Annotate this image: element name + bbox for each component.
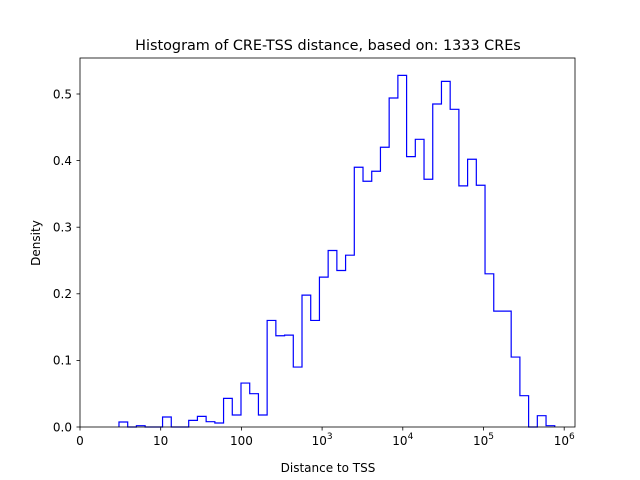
histogram-bin	[224, 398, 233, 427]
x-tick-exponent: 4	[408, 432, 414, 442]
histogram-bin	[363, 181, 372, 427]
histogram-bin	[433, 104, 442, 427]
histogram-bin	[311, 320, 320, 427]
histogram-bin	[389, 98, 398, 427]
histogram-bin	[494, 311, 503, 427]
histogram-bin	[450, 109, 459, 427]
histogram-bin	[258, 415, 267, 427]
x-tick-label: 10	[153, 434, 168, 448]
x-tick-label: 106	[554, 432, 575, 448]
histogram-bin	[276, 336, 285, 427]
histogram-bin	[232, 415, 241, 427]
histogram-bin	[485, 274, 494, 427]
y-tick-label: 0.4	[53, 154, 72, 168]
y-tick-label: 0.0	[53, 420, 72, 434]
histogram-bin	[398, 75, 407, 427]
histogram-bin	[337, 270, 346, 427]
x-tick-label: 105	[473, 432, 494, 448]
histogram-bin	[241, 383, 250, 427]
x-tick-base: 10	[153, 434, 168, 448]
histogram-bin	[285, 335, 294, 427]
x-tick-exponent: 3	[327, 432, 333, 442]
axes-frame	[79, 57, 576, 428]
histogram-bin	[293, 367, 302, 427]
x-axis-label: Distance to TSS	[281, 461, 376, 475]
histogram-bin	[189, 420, 198, 427]
x-tick-exponent: 5	[488, 432, 494, 442]
histogram-step-line	[118, 74, 556, 428]
histogram-bin	[354, 167, 363, 427]
x-tick-label: 100	[230, 434, 253, 448]
y-axis-label: Density	[29, 220, 43, 266]
histogram-bin	[459, 186, 468, 427]
histogram-bin	[328, 251, 337, 427]
x-tick-base: 10	[554, 434, 569, 448]
y-tick-label: 0.2	[53, 287, 72, 301]
histogram-bin	[380, 147, 389, 427]
histogram-bin	[502, 311, 511, 427]
histogram-bin	[441, 81, 450, 427]
histogram-bin	[407, 157, 416, 427]
histogram-bin	[537, 416, 546, 427]
histogram-bin	[415, 139, 424, 427]
x-tick-base: 10	[312, 434, 327, 448]
histogram-bin	[319, 277, 328, 427]
y-tick-label: 0.3	[53, 221, 72, 235]
histogram-bin	[197, 416, 206, 427]
histogram-bin	[468, 159, 477, 427]
chart-title: Histogram of CRE-TSS distance, based on:…	[135, 38, 521, 54]
x-tick-base: 0	[76, 434, 84, 448]
x-tick-label: 104	[392, 432, 413, 448]
histogram-bin	[372, 171, 381, 427]
histogram-bin	[302, 295, 311, 427]
histogram-bin	[511, 357, 520, 427]
histogram-bin	[267, 320, 276, 427]
y-tick-label: 0.1	[53, 354, 72, 368]
histogram-bin	[119, 422, 128, 427]
x-tick-base: 10	[473, 434, 488, 448]
x-tick-base: 10	[392, 434, 407, 448]
histogram-bin	[346, 255, 355, 427]
y-tick-label: 0.5	[53, 87, 72, 101]
histogram-bin	[424, 179, 433, 427]
histogram-bin	[250, 394, 259, 427]
histogram-bin	[476, 185, 485, 427]
x-tick-exponent: 6	[569, 432, 575, 442]
x-tick-label: 103	[312, 432, 333, 448]
x-tick-label: 0	[76, 434, 84, 448]
histogram-bin	[163, 417, 172, 427]
histogram-bin	[206, 422, 215, 427]
histogram-bin	[520, 396, 529, 427]
x-tick-base: 100	[230, 434, 253, 448]
